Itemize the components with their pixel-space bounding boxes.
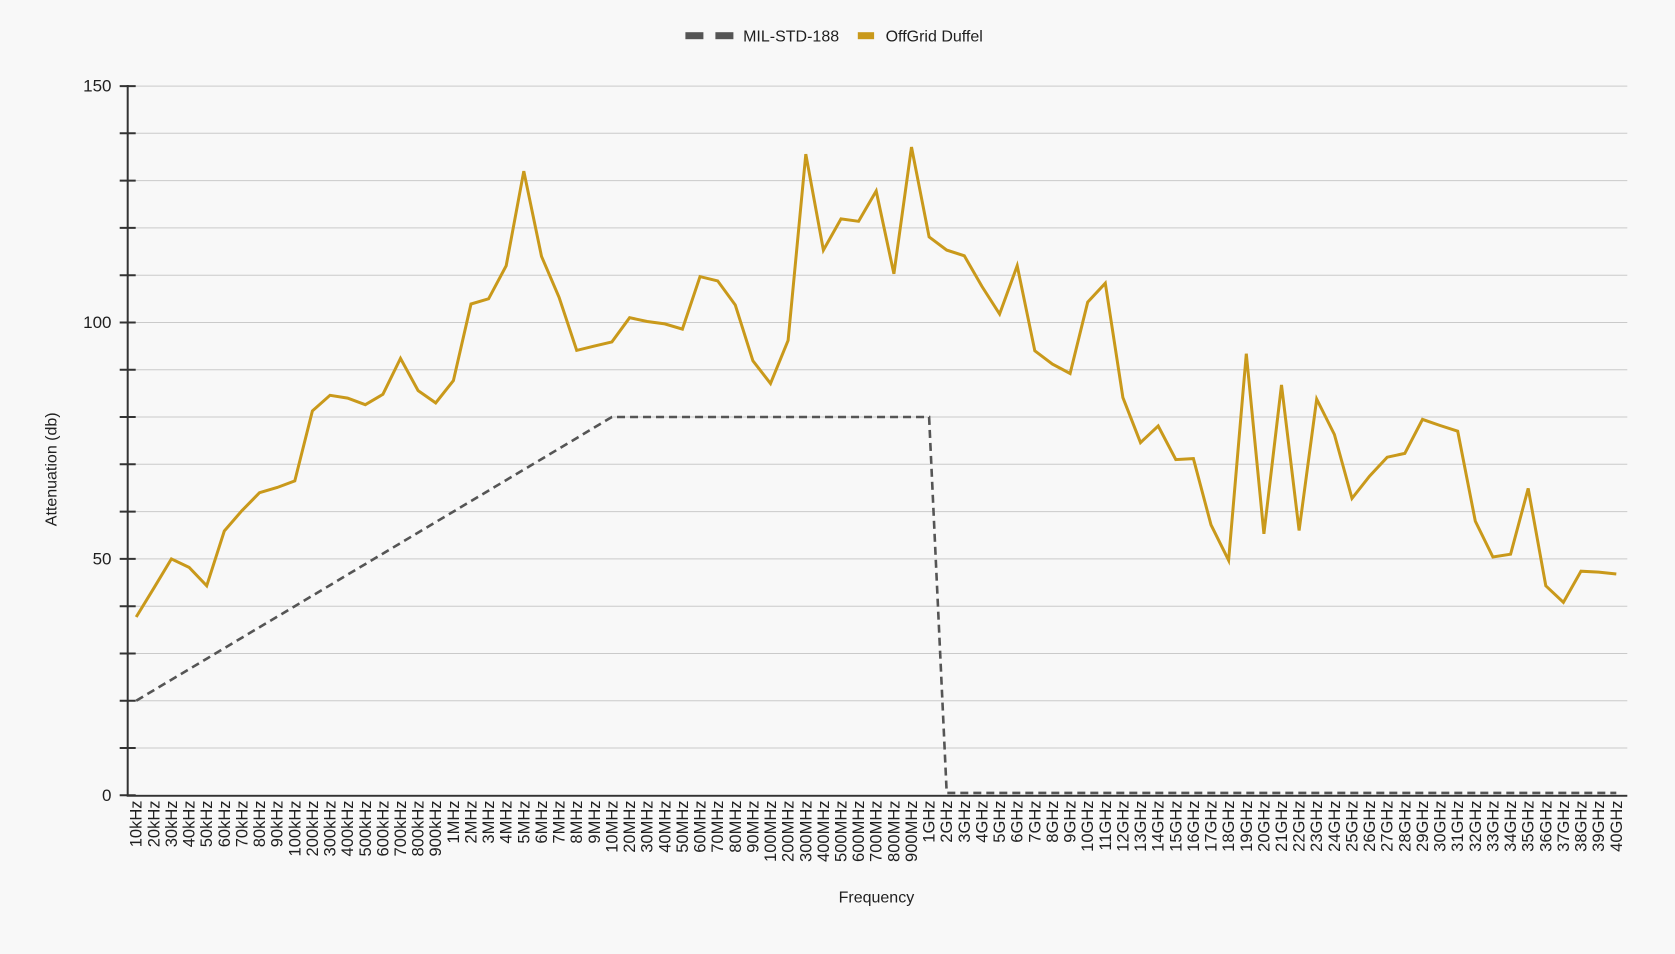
svg-text:700MHz: 700MHz <box>868 801 886 862</box>
svg-text:36GHz: 36GHz <box>1537 801 1555 852</box>
svg-text:9MHz: 9MHz <box>586 801 604 844</box>
svg-text:10kHz: 10kHz <box>128 801 146 848</box>
svg-text:800MHz: 800MHz <box>885 801 903 862</box>
svg-text:90kHz: 90kHz <box>269 801 287 848</box>
svg-text:7MHz: 7MHz <box>551 801 569 844</box>
svg-text:25GHz: 25GHz <box>1343 801 1361 852</box>
svg-text:50kHz: 50kHz <box>198 801 216 848</box>
svg-text:32GHz: 32GHz <box>1467 801 1485 852</box>
svg-text:300MHz: 300MHz <box>797 801 815 862</box>
svg-text:37GHz: 37GHz <box>1555 801 1573 852</box>
svg-text:27GHz: 27GHz <box>1379 801 1397 852</box>
svg-text:MIL-STD-188: MIL-STD-188 <box>743 29 839 46</box>
svg-text:30kHz: 30kHz <box>163 801 181 848</box>
svg-text:22GHz: 22GHz <box>1291 801 1309 852</box>
svg-text:17GHz: 17GHz <box>1202 801 1220 852</box>
svg-text:20kHz: 20kHz <box>145 801 163 848</box>
svg-text:30MHz: 30MHz <box>639 801 657 853</box>
svg-text:9GHz: 9GHz <box>1062 801 1080 843</box>
svg-text:1GHz: 1GHz <box>921 801 939 843</box>
svg-text:60kHz: 60kHz <box>216 801 234 848</box>
svg-text:5GHz: 5GHz <box>991 801 1009 843</box>
svg-text:300kHz: 300kHz <box>321 801 339 857</box>
svg-text:90MHz: 90MHz <box>744 801 762 853</box>
svg-text:12GHz: 12GHz <box>1114 801 1132 852</box>
svg-text:28GHz: 28GHz <box>1396 801 1414 852</box>
svg-text:23GHz: 23GHz <box>1308 801 1326 852</box>
svg-text:10MHz: 10MHz <box>603 801 621 853</box>
svg-text:900MHz: 900MHz <box>903 801 921 862</box>
svg-text:21GHz: 21GHz <box>1273 801 1291 852</box>
svg-text:16GHz: 16GHz <box>1185 801 1203 852</box>
svg-text:60MHz: 60MHz <box>691 801 709 853</box>
svg-text:100: 100 <box>83 313 111 332</box>
svg-text:13GHz: 13GHz <box>1132 801 1150 852</box>
svg-text:3GHz: 3GHz <box>956 801 974 843</box>
svg-text:30GHz: 30GHz <box>1432 801 1450 852</box>
svg-text:150: 150 <box>83 77 111 96</box>
svg-text:500MHz: 500MHz <box>832 801 850 862</box>
svg-text:33GHz: 33GHz <box>1484 801 1502 852</box>
svg-text:80kHz: 80kHz <box>251 801 269 848</box>
svg-text:100MHz: 100MHz <box>762 801 780 862</box>
svg-text:800kHz: 800kHz <box>410 801 428 857</box>
svg-text:38GHz: 38GHz <box>1572 801 1590 852</box>
svg-text:8MHz: 8MHz <box>568 801 586 844</box>
svg-text:34GHz: 34GHz <box>1502 801 1520 852</box>
svg-text:6MHz: 6MHz <box>533 801 551 844</box>
svg-text:14GHz: 14GHz <box>1150 801 1168 852</box>
svg-text:35GHz: 35GHz <box>1520 801 1538 852</box>
svg-text:31GHz: 31GHz <box>1449 801 1467 852</box>
svg-text:2GHz: 2GHz <box>938 801 956 843</box>
svg-text:19GHz: 19GHz <box>1238 801 1256 852</box>
svg-text:100kHz: 100kHz <box>286 801 304 857</box>
svg-text:20MHz: 20MHz <box>621 801 639 853</box>
svg-text:40MHz: 40MHz <box>656 801 674 853</box>
svg-text:5MHz: 5MHz <box>515 801 533 844</box>
svg-text:500kHz: 500kHz <box>357 801 375 857</box>
svg-text:40GHz: 40GHz <box>1608 801 1626 852</box>
svg-text:50: 50 <box>93 549 112 568</box>
svg-text:900kHz: 900kHz <box>427 801 445 857</box>
svg-text:Attenuation (db): Attenuation (db) <box>44 412 61 526</box>
svg-text:4MHz: 4MHz <box>498 801 516 844</box>
svg-text:8GHz: 8GHz <box>1044 801 1062 843</box>
svg-text:2MHz: 2MHz <box>462 801 480 844</box>
svg-text:7GHz: 7GHz <box>1026 801 1044 843</box>
svg-text:70MHz: 70MHz <box>709 801 727 853</box>
svg-text:600kHz: 600kHz <box>374 801 392 857</box>
svg-text:600MHz: 600MHz <box>850 801 868 862</box>
svg-text:3MHz: 3MHz <box>480 801 498 844</box>
svg-text:15GHz: 15GHz <box>1167 801 1185 852</box>
svg-text:10GHz: 10GHz <box>1079 801 1097 852</box>
svg-text:0: 0 <box>102 786 111 805</box>
svg-text:200MHz: 200MHz <box>780 801 798 862</box>
svg-text:6GHz: 6GHz <box>1009 801 1027 843</box>
svg-text:40kHz: 40kHz <box>181 801 199 848</box>
svg-text:Frequency: Frequency <box>839 890 915 907</box>
svg-text:26GHz: 26GHz <box>1361 801 1379 852</box>
svg-text:80MHz: 80MHz <box>727 801 745 853</box>
svg-text:18GHz: 18GHz <box>1220 801 1238 852</box>
svg-text:29GHz: 29GHz <box>1414 801 1432 852</box>
svg-text:400kHz: 400kHz <box>339 801 357 857</box>
svg-text:50MHz: 50MHz <box>674 801 692 853</box>
svg-text:4GHz: 4GHz <box>973 801 991 843</box>
svg-text:400MHz: 400MHz <box>815 801 833 862</box>
svg-text:200kHz: 200kHz <box>304 801 322 857</box>
svg-text:1MHz: 1MHz <box>445 801 463 844</box>
svg-text:700kHz: 700kHz <box>392 801 410 857</box>
svg-text:OffGrid Duffel: OffGrid Duffel <box>886 29 983 46</box>
svg-text:24GHz: 24GHz <box>1326 801 1344 852</box>
svg-text:11GHz: 11GHz <box>1097 801 1115 851</box>
svg-text:39GHz: 39GHz <box>1590 801 1608 852</box>
svg-text:20GHz: 20GHz <box>1255 801 1273 852</box>
svg-text:70kHz: 70kHz <box>233 801 251 848</box>
